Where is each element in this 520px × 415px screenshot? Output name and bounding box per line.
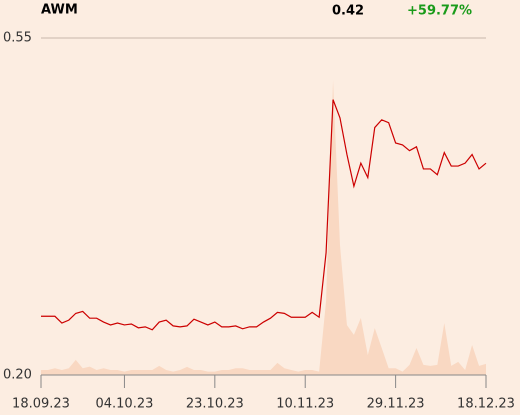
x-tick-label: 18.09.23 xyxy=(12,397,70,412)
price-line xyxy=(41,99,487,331)
x-tick-label: 18.12.23 xyxy=(457,397,515,412)
change: +59.77% xyxy=(407,4,472,19)
x-tick-label: 29.11.23 xyxy=(367,397,425,412)
y-tick-label: 0.20 xyxy=(3,368,32,383)
y-tick-label: 0.55 xyxy=(3,31,32,46)
x-tick-label: 04.10.23 xyxy=(95,397,153,412)
ticker: AWM xyxy=(41,3,78,18)
last-value: 0.42 xyxy=(332,4,364,19)
volume-area xyxy=(41,80,486,375)
x-tick-label: 23.10.23 xyxy=(186,397,244,412)
x-tick-label: 10.11.23 xyxy=(276,397,334,412)
